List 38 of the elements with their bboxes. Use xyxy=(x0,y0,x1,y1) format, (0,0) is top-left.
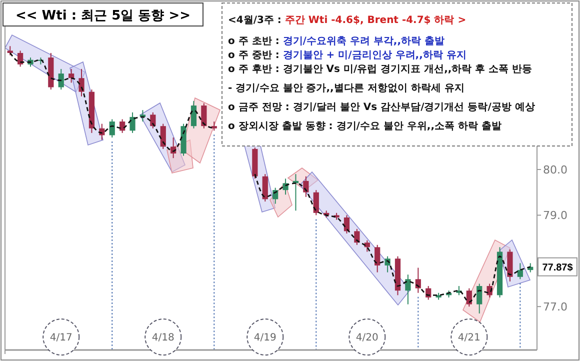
candlestick xyxy=(78,68,84,97)
candlestick xyxy=(374,244,380,273)
candlestick xyxy=(201,102,207,129)
x-tick-label: 4/19 xyxy=(254,332,276,344)
candlestick xyxy=(262,174,268,202)
candlestick xyxy=(130,112,136,134)
annotation: o 주 중반 : 경기불안 + 미/금리인상 우려,,하락 유지 xyxy=(228,50,466,61)
candlestick xyxy=(476,283,482,314)
x-tick-label: 4/20 xyxy=(356,332,378,344)
candlestick xyxy=(517,262,523,280)
candlestick xyxy=(313,190,319,216)
annotation: o 장외시장 출발 동향 : 경기/수요 불안 우위,,소폭 하락 출발 xyxy=(228,121,502,132)
candlestick xyxy=(190,100,197,129)
candlestick xyxy=(405,274,411,305)
annotation: o 주 초반 : 경기/수요위축 우려 부각,,하락 출발 xyxy=(228,36,444,47)
annotation: o 주 후반 : 경기불안 Vs 미/유럽 경기지표 개선,,하락 후 소폭 반등 xyxy=(228,64,532,75)
candlestick xyxy=(384,256,390,273)
y-tick-label: 80.0 xyxy=(543,163,568,176)
candlestick xyxy=(303,176,309,198)
candlestick xyxy=(7,46,13,56)
candlestick xyxy=(58,68,64,90)
chart-title: << Wti : 최근 5일 동향 >> xyxy=(16,8,190,24)
annotation: 77.87$ xyxy=(542,262,574,274)
x-tick-label: 4/18 xyxy=(152,332,174,344)
annotation: - 경기/수요 불안 증가,,별다른 저항없이 하락세 유지 xyxy=(228,83,464,94)
candlestick xyxy=(17,50,24,68)
annotation: <4월/3주 : 주간 Wti -4.6$, Brent -4.7$ 하락 > xyxy=(228,15,466,26)
candlestick xyxy=(466,288,472,308)
y-tick-label: 79.0 xyxy=(543,209,568,222)
candlestick xyxy=(150,112,156,129)
x-tick-label: 4/21 xyxy=(458,332,480,344)
candlestick xyxy=(282,178,288,196)
annotation: o 금주 전망 : 경기/달러 불안 Vs 감산부담/경기개선 등락/공방 예상 xyxy=(228,102,535,113)
candlestick xyxy=(211,121,217,132)
y-tick-label: 77.0 xyxy=(543,300,568,314)
candlestick xyxy=(68,68,74,84)
candlestick xyxy=(140,110,146,122)
x-tick-label: 4/17 xyxy=(50,332,72,344)
